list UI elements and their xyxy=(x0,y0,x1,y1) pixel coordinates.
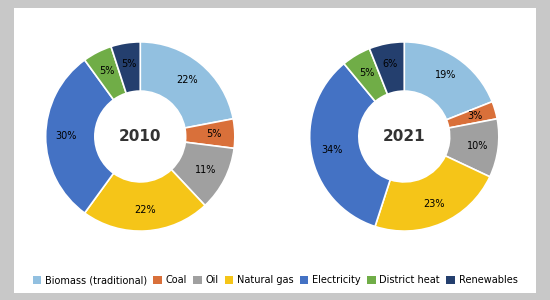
Wedge shape xyxy=(310,64,390,226)
Wedge shape xyxy=(447,102,497,128)
Text: 5%: 5% xyxy=(121,58,136,69)
Text: 34%: 34% xyxy=(321,145,343,155)
Wedge shape xyxy=(140,42,233,128)
Text: 2021: 2021 xyxy=(383,129,426,144)
Legend: Biomass (traditional), Coal, Oil, Natural gas, Electricity, District heat, Renew: Biomass (traditional), Coal, Oil, Natura… xyxy=(31,274,519,286)
Text: 23%: 23% xyxy=(423,199,444,209)
Text: 5%: 5% xyxy=(359,68,375,78)
Text: 22%: 22% xyxy=(134,205,156,215)
Text: 19%: 19% xyxy=(435,70,456,80)
Text: 30%: 30% xyxy=(56,131,77,142)
Wedge shape xyxy=(370,42,404,94)
Wedge shape xyxy=(375,156,490,231)
Text: 2010: 2010 xyxy=(119,129,162,144)
Wedge shape xyxy=(404,42,492,120)
Wedge shape xyxy=(85,169,205,231)
Text: 6%: 6% xyxy=(383,59,398,69)
Text: 5%: 5% xyxy=(206,129,222,139)
Text: 22%: 22% xyxy=(177,75,198,85)
Wedge shape xyxy=(446,119,499,177)
Text: 3%: 3% xyxy=(468,111,483,121)
Wedge shape xyxy=(344,49,388,101)
Text: 11%: 11% xyxy=(195,165,217,175)
Wedge shape xyxy=(172,142,234,206)
Wedge shape xyxy=(185,119,235,148)
Wedge shape xyxy=(46,60,113,213)
Text: 5%: 5% xyxy=(99,66,114,76)
Wedge shape xyxy=(111,42,140,93)
Wedge shape xyxy=(85,46,126,100)
Text: 10%: 10% xyxy=(467,141,488,151)
